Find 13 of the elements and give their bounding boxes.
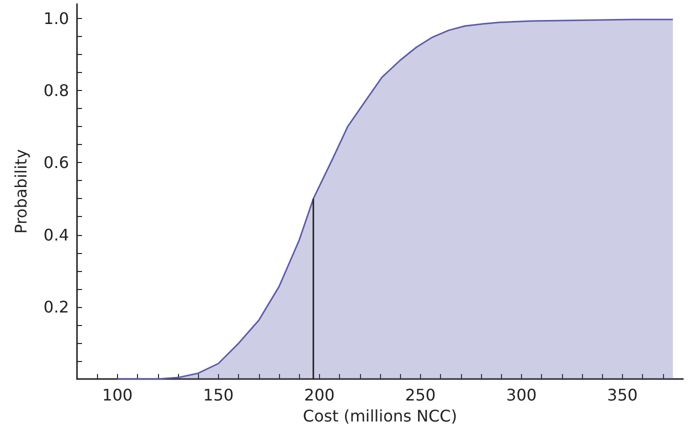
- x-axis-title: Cost (millions NCC): [302, 406, 458, 426]
- x-tick-label: 250: [405, 386, 436, 404]
- x-tick-label: 300: [506, 386, 537, 404]
- y-tick-label: 0.2: [44, 297, 69, 316]
- x-tick-label: 100: [102, 386, 133, 404]
- x-tick-label: 350: [607, 386, 638, 404]
- x-tick-label: 150: [203, 386, 234, 404]
- x-tick-label: 200: [304, 386, 335, 404]
- y-tick-label: 0.6: [44, 153, 69, 172]
- y-tick-label: 1.0: [44, 8, 69, 28]
- y-tick-label: 0.8: [44, 81, 69, 100]
- y-tick-label: 0.4: [44, 225, 69, 244]
- y-axis-title: Probability: [12, 149, 30, 234]
